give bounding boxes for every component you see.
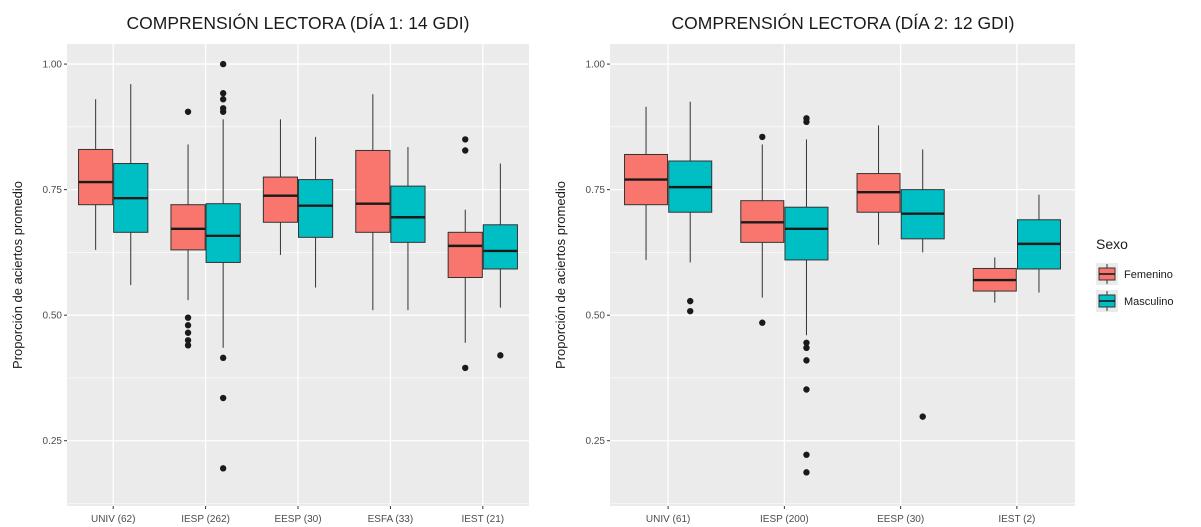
outlier-point	[219, 60, 227, 68]
box-body	[297, 179, 334, 238]
x-tick-label: UNIV (62)	[91, 514, 135, 525]
chart-title-day-2: COMPRENSIÓN LECTORA (DÍA 2: 12 GDI)	[672, 12, 1015, 33]
panel-day-2: COMPRENSIÓN LECTORA (DÍA 2: 12 GDI) Prop…	[553, 12, 1075, 525]
outlier-point	[759, 133, 766, 141]
outlier-point	[462, 147, 469, 154]
x-tick-label: EESP (30)	[274, 514, 321, 525]
box-masculino-1	[205, 60, 241, 472]
box-femenino-4	[447, 136, 483, 372]
box-masculino-2	[900, 149, 945, 420]
gridlines-day-1	[67, 44, 529, 506]
outlier-point	[219, 90, 227, 97]
outlier-point	[919, 413, 926, 420]
outlier-point	[759, 319, 766, 326]
panel-day-1: COMPRENSIÓN LECTORA (DÍA 1: 14 GDI) Prop…	[10, 12, 529, 525]
box-body	[390, 185, 426, 243]
y-tick-label: 1.00	[586, 60, 606, 71]
y-tick-label: 0.50	[43, 311, 63, 322]
boxes-day-2	[624, 101, 1061, 476]
outlier-point	[184, 314, 192, 321]
outlier-point	[184, 108, 192, 115]
outlier-point	[803, 451, 810, 458]
y-ticks-day-2: 0.25 0.50 0.75 1.00	[586, 60, 610, 447]
box-masculino-2	[297, 136, 334, 288]
box-femenino-2	[856, 125, 901, 245]
boxes-day-1	[78, 60, 518, 472]
box-masculino-3	[390, 146, 426, 311]
outlier-point	[803, 469, 810, 476]
box-body	[78, 148, 114, 206]
outlier-point	[219, 108, 227, 115]
outlier-point	[462, 364, 469, 372]
outlier-point	[497, 352, 504, 359]
box-femenino-1	[740, 133, 785, 326]
box-femenino-3	[972, 257, 1017, 303]
y-axis-label-day-1: Proporción de aciertos promedio	[10, 181, 25, 369]
x-tick-label: EESP (30)	[877, 514, 924, 525]
x-tick-label: ESFA (33)	[368, 514, 414, 525]
outlier-point	[184, 329, 192, 336]
box-femenino-1	[170, 108, 206, 349]
outlier-point	[687, 297, 694, 305]
x-ticks-day-1: UNIV (62) IESP (262) EESP (30) ESFA (33) IES…	[91, 506, 504, 525]
y-tick-label: 0.25	[586, 436, 606, 447]
box-body	[482, 224, 518, 270]
box-masculino-4	[482, 163, 518, 359]
y-axis-label-day-2: Proporción de aciertos promedio	[553, 181, 568, 369]
legend: Sexo Femenino Masculino	[1096, 236, 1174, 312]
x-tick-label: UNIV (61)	[646, 514, 690, 525]
y-tick-label: 0.50	[586, 311, 606, 322]
outlier-point	[803, 118, 810, 126]
outlier-point	[462, 136, 469, 143]
y-tick-label: 0.25	[43, 436, 63, 447]
chart-title-day-1: COMPRENSIÓN LECTORA (DÍA 1: 14 GDI)	[127, 12, 470, 33]
outlier-point	[219, 394, 227, 402]
legend-item-femenino: Femenino	[1096, 263, 1173, 285]
box-body	[170, 204, 206, 251]
outlier-point	[219, 354, 227, 362]
box-masculino-1	[784, 115, 829, 476]
box-masculino-3	[1016, 194, 1061, 293]
box-femenino-0	[78, 99, 114, 250]
outlier-point	[184, 337, 192, 344]
box-body	[262, 176, 299, 223]
legend-label: Masculino	[1124, 296, 1174, 308]
x-tick-label: IEST (21)	[461, 514, 504, 525]
x-tick-label: IESP (262)	[181, 514, 230, 525]
x-ticks-day-2: UNIV (61) IESP (200) EESP (30) IEST (2)	[646, 506, 1035, 525]
x-tick-label: IEST (2)	[998, 514, 1035, 525]
gridlines-day-2	[610, 44, 1075, 506]
box-body	[447, 231, 483, 279]
box-masculino-0	[668, 101, 713, 315]
outlier-point	[184, 342, 192, 349]
box-femenino-0	[624, 106, 669, 260]
box-femenino-3	[355, 94, 391, 311]
y-ticks-day-1: 0.25 0.50 0.75 1.00	[43, 60, 67, 447]
y-tick-label: 0.75	[586, 185, 606, 196]
outlier-point	[184, 322, 192, 329]
box-femenino-2	[262, 119, 299, 255]
outlier-point	[219, 465, 227, 472]
box-body	[784, 206, 829, 261]
outlier-point	[687, 307, 694, 315]
box-body	[355, 149, 391, 233]
legend-title: Sexo	[1096, 236, 1128, 252]
outlier-point	[803, 344, 810, 352]
box-body	[205, 203, 241, 263]
outlier-point	[803, 339, 810, 346]
outlier-point	[803, 357, 810, 364]
box-masculino-0	[113, 84, 149, 286]
legend-item-masculino: Masculino	[1096, 290, 1174, 312]
legend-label: Femenino	[1124, 269, 1173, 281]
outlier-point	[219, 96, 227, 103]
y-tick-label: 1.00	[43, 60, 63, 71]
outlier-point	[803, 386, 810, 393]
y-tick-label: 0.75	[43, 185, 63, 196]
x-tick-label: IESP (200)	[760, 514, 809, 525]
